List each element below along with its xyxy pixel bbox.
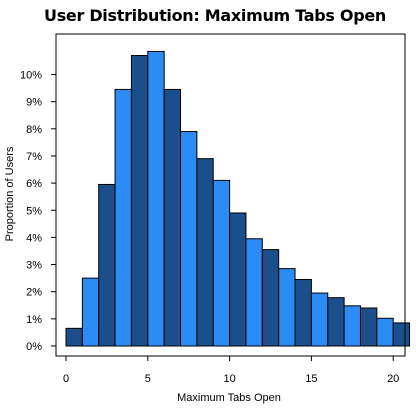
histogram-bar: [147, 50, 165, 347]
y-tick-label: 2%: [26, 287, 42, 299]
x-tick-label: 10: [223, 373, 235, 385]
histogram-bar: [392, 322, 411, 347]
x-axis-title: Maximum Tabs Open: [177, 392, 281, 404]
chart-title: User Distribution: Maximum Tabs Open: [44, 6, 386, 25]
histogram-bar: [327, 297, 345, 347]
histogram-bar: [343, 305, 361, 347]
histogram-bar: [310, 292, 329, 347]
histogram-bar: [196, 158, 214, 347]
y-axis-title: Proportion of Users: [4, 146, 16, 241]
histogram-bar: [376, 317, 394, 347]
histogram-bar: [180, 131, 198, 347]
histogram-bar: [294, 278, 312, 347]
y-tick-label: 9%: [26, 97, 42, 109]
y-tick-label: 7%: [26, 151, 42, 163]
histogram-bar: [98, 183, 116, 347]
y-tick-label: 6%: [26, 178, 42, 190]
histogram-bar: [229, 212, 247, 347]
y-tick-label: 8%: [26, 124, 42, 136]
bars-layer: [65, 50, 411, 347]
histogram-bar: [65, 327, 83, 347]
x-tick-label: 15: [305, 373, 317, 385]
y-tick-label: 10%: [20, 70, 42, 82]
x-tick-label: 20: [387, 373, 399, 385]
histogram-bar: [212, 179, 231, 347]
histogram-bar: [130, 55, 149, 347]
axes-layer: 0% 1% 2% 3% 4% 5% 6% 7% 8% 9% 10% 0 5 10 15 20: [20, 33, 406, 385]
y-tick-label: 1%: [26, 314, 42, 326]
x-tick-label: 0: [63, 373, 69, 385]
histogram-bar: [163, 88, 182, 347]
y-tick-label: 5%: [26, 205, 42, 217]
y-tick-label: 3%: [26, 260, 42, 272]
y-tick-label: 0%: [26, 341, 42, 353]
histogram-bar: [245, 238, 263, 347]
histogram-bar: [278, 268, 296, 347]
histogram-bar: [114, 88, 132, 347]
histogram-bar: [359, 307, 378, 347]
x-tick-label: 5: [145, 373, 151, 385]
histogram-bar: [261, 249, 280, 347]
plot-frame: [55, 33, 406, 357]
histogram-bar: [81, 277, 100, 347]
y-tick-label: 4%: [26, 232, 42, 244]
